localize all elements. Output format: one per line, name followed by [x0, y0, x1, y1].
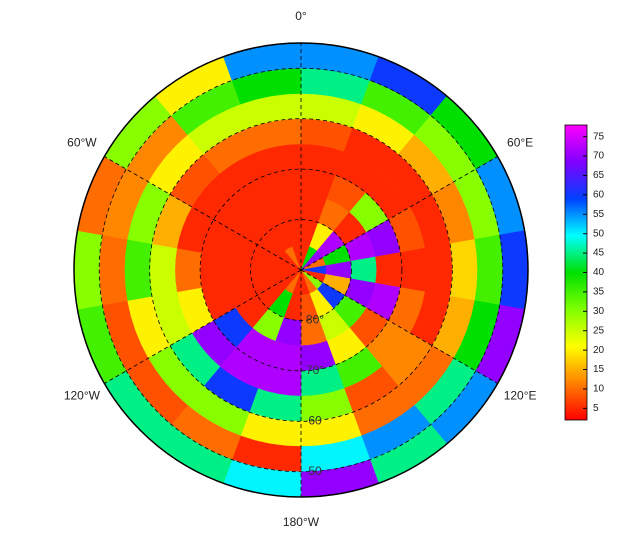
- colorbar-tick-label: 50: [593, 228, 605, 239]
- colorbar-tick-label: 15: [593, 364, 605, 375]
- cell: [174, 247, 202, 293]
- meridian-label: 180°W: [283, 515, 320, 529]
- meridian: [300, 269, 498, 384]
- meridian-label: 120°W: [64, 389, 101, 403]
- colorbar-tick-label: 70: [593, 151, 605, 162]
- cell: [400, 247, 428, 293]
- colorbar-tick-label: 5: [593, 403, 599, 414]
- colorbar-tick-label: 45: [593, 248, 605, 259]
- meridian-label: 60°E: [507, 136, 533, 150]
- parallel: [149, 118, 453, 422]
- parallel: [98, 67, 504, 473]
- colorbar-tick-label: 25: [593, 325, 605, 336]
- meridian-label: 0°: [295, 9, 307, 23]
- cell: [149, 243, 178, 297]
- colorbar-tick-label: 65: [593, 170, 605, 181]
- colorbar-tick-label: 10: [593, 384, 605, 395]
- meridian: [104, 156, 302, 271]
- meridian: [104, 269, 302, 384]
- colorbar-tick-label: 40: [593, 267, 605, 278]
- meridian: [300, 156, 498, 271]
- parallel-label: 50: [308, 464, 322, 478]
- cell: [199, 252, 227, 288]
- colorbar-tick-label: 60: [593, 190, 605, 201]
- cell: [73, 230, 103, 310]
- parallel-label: 60: [308, 414, 322, 428]
- map-border: [73, 42, 529, 498]
- parallel-label: 70°: [306, 363, 324, 377]
- cell: [124, 239, 153, 301]
- parallel: [199, 168, 403, 372]
- cell: [449, 239, 478, 301]
- colorbar-tick-label: 75: [593, 131, 605, 142]
- parallel-label: 80°: [306, 313, 324, 327]
- cell: [474, 234, 504, 306]
- colorbar-tick-label: 35: [593, 287, 605, 298]
- colorbar-tick-label: 55: [593, 209, 605, 220]
- cell: [98, 234, 128, 306]
- cell: [375, 252, 403, 288]
- colorbar-tick-label: 20: [593, 345, 605, 356]
- colorbar-tick-label: 30: [593, 306, 605, 317]
- cell: [499, 230, 529, 310]
- meridian-label: 60°W: [67, 136, 97, 150]
- cell: [424, 243, 453, 297]
- heatmap: [73, 42, 529, 498]
- meridian-label: 120°E: [504, 389, 537, 403]
- graticule: 80° 70° 60 50: [98, 43, 504, 497]
